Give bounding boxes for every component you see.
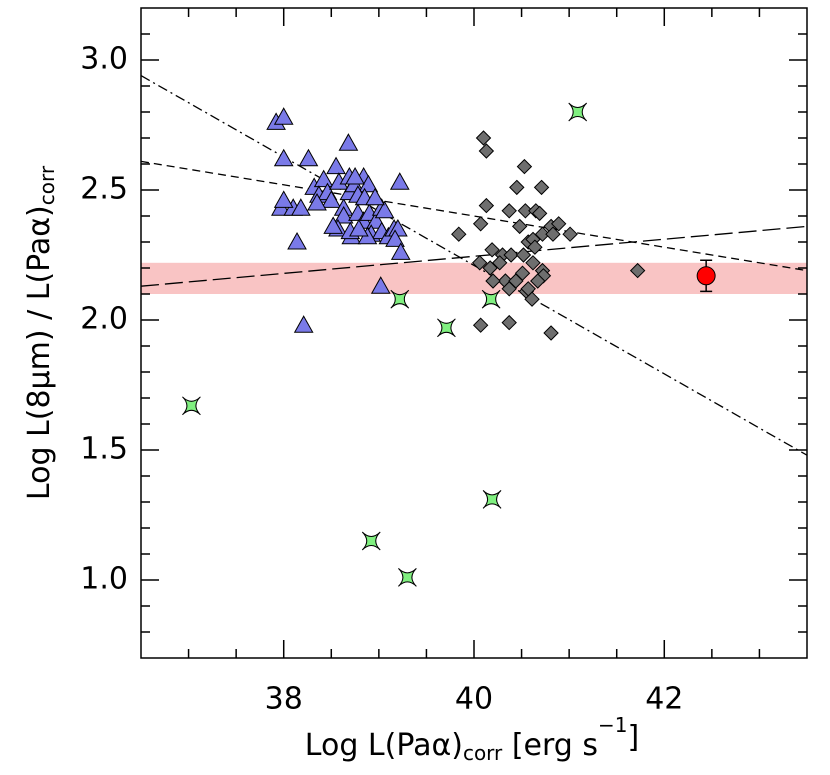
point	[370, 276, 391, 294]
point	[374, 200, 395, 219]
point	[390, 242, 411, 260]
point	[345, 166, 365, 185]
y-tick-label: 1.0	[80, 562, 128, 597]
point	[501, 203, 517, 219]
point	[534, 226, 551, 242]
point	[482, 260, 498, 276]
fit-line	[140, 75, 808, 456]
point	[349, 218, 369, 237]
point	[533, 179, 550, 196]
point	[509, 179, 525, 196]
point	[273, 190, 294, 208]
point	[287, 231, 307, 250]
point	[491, 255, 508, 271]
point	[629, 262, 646, 279]
y-tick-label: 2.5	[80, 172, 128, 207]
x-tick-label: 38	[265, 682, 303, 717]
point	[562, 226, 578, 242]
point	[530, 273, 546, 289]
point	[385, 229, 405, 247]
y-tick-label: 2.0	[80, 302, 128, 337]
xlabel-part: corr	[463, 741, 503, 765]
point	[273, 107, 294, 125]
point	[437, 318, 456, 338]
xlabel-part: ]	[627, 720, 639, 755]
band	[141, 262, 807, 294]
point	[472, 317, 489, 333]
point	[550, 216, 567, 232]
point	[501, 314, 517, 331]
point	[451, 226, 467, 242]
point	[326, 156, 346, 175]
point	[472, 255, 488, 271]
point	[503, 247, 519, 263]
xlabel-part: −1	[598, 713, 627, 737]
point	[321, 190, 342, 208]
point	[365, 187, 385, 206]
point	[482, 490, 502, 509]
point	[696, 266, 716, 286]
x-axis-label: Log L(Paα)corr [erg s−1]	[305, 713, 639, 765]
point	[568, 102, 588, 122]
point	[273, 148, 294, 167]
point	[182, 396, 201, 416]
ylabel-part: Log L(8μm) / L(Paα)	[22, 205, 57, 500]
point	[472, 216, 489, 232]
y-axis-label: Log L(8μm) / L(Paα)corr	[22, 165, 59, 500]
point	[293, 315, 314, 333]
point	[511, 218, 528, 235]
point	[307, 192, 327, 211]
point	[531, 205, 548, 222]
point	[525, 255, 541, 271]
point	[524, 291, 540, 307]
fit-line	[140, 160, 808, 272]
point	[361, 531, 381, 551]
xlabel-part: [erg s	[502, 728, 598, 763]
point	[475, 130, 492, 146]
x-tick-label: 42	[645, 682, 683, 717]
point	[520, 281, 536, 297]
y-tick-label: 1.5	[80, 432, 128, 467]
ylabel-part: corr	[35, 165, 59, 205]
point	[527, 239, 543, 255]
point	[333, 205, 354, 224]
point	[545, 226, 561, 242]
point	[398, 568, 417, 587]
point	[515, 247, 532, 263]
point	[338, 133, 359, 151]
point	[478, 143, 495, 159]
point	[313, 169, 334, 188]
point	[543, 325, 559, 341]
point	[478, 197, 495, 214]
x-tick-label: 40	[455, 682, 493, 717]
point	[298, 148, 319, 167]
point	[484, 242, 500, 258]
fit-line	[140, 225, 808, 287]
point	[501, 281, 517, 297]
xlabel-part: Log L(Paα)	[305, 728, 463, 763]
point	[290, 198, 311, 216]
y-tick-label: 3.0	[80, 42, 128, 77]
plot-frame	[140, 7, 808, 659]
point	[517, 203, 534, 219]
point	[485, 273, 501, 289]
point	[516, 158, 533, 175]
point	[389, 172, 410, 190]
point	[323, 216, 344, 234]
